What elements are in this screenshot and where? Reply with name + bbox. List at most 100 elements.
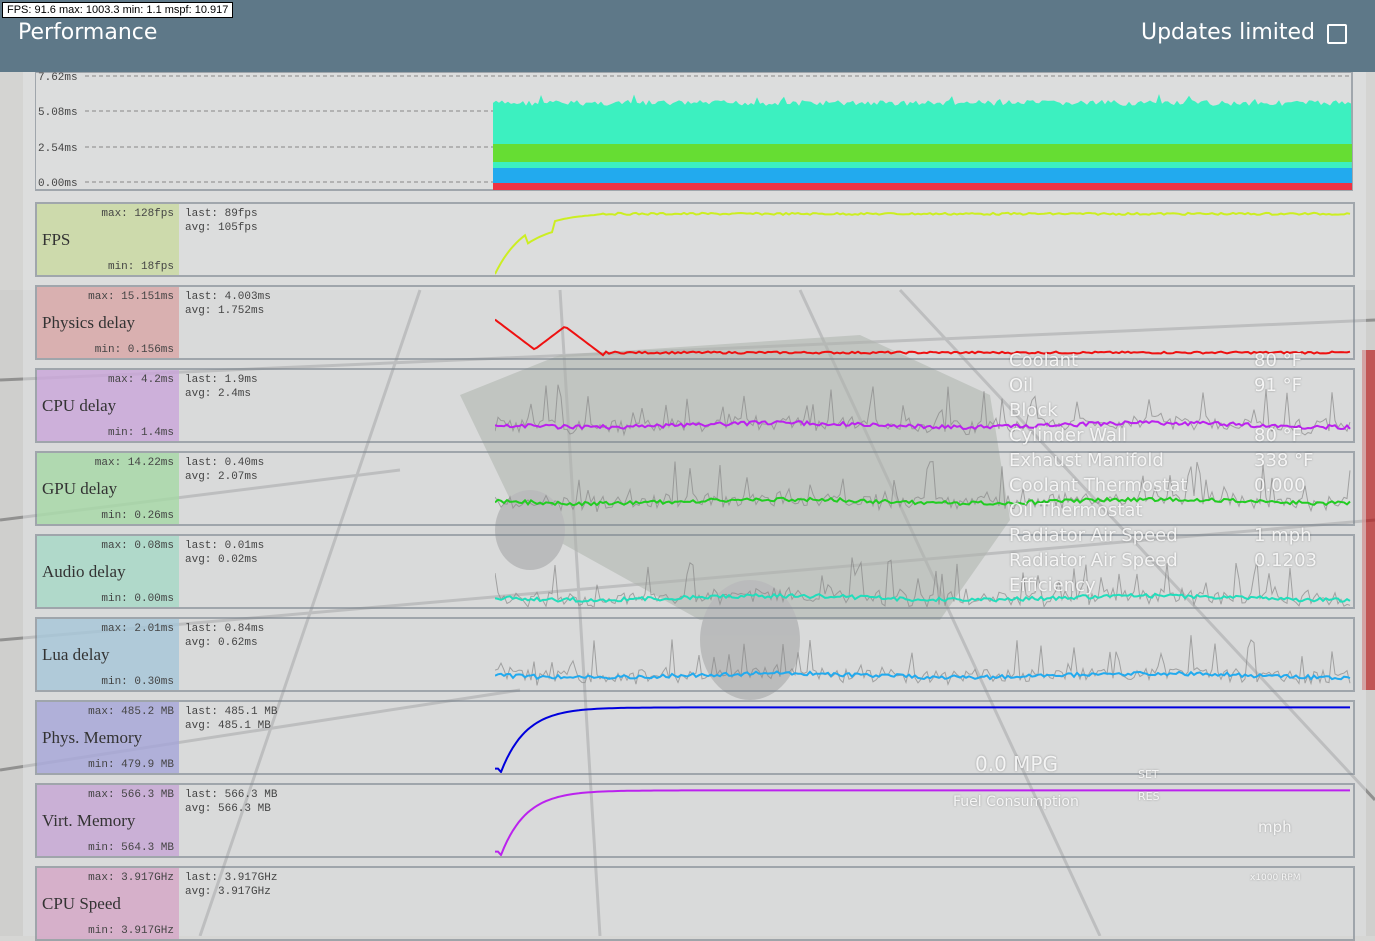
stat-panel: max: 128fps FPS min: 18fps last: 89fps avg: … bbox=[35, 202, 1355, 277]
stat-label: max: 15.151ms Physics delay min: 0.156ms bbox=[37, 287, 179, 358]
stat-last: last: 0.01ms bbox=[185, 540, 265, 552]
raw-trace bbox=[495, 706, 1350, 773]
raw-trace bbox=[495, 384, 1351, 437]
stat-name: CPU delay bbox=[42, 396, 117, 415]
updates-limited-checkbox[interactable] bbox=[1327, 24, 1347, 44]
stat-max: max: 4.2ms bbox=[107, 374, 174, 386]
stat-avg: avg: 0.62ms bbox=[185, 637, 258, 649]
smoothed-trace bbox=[495, 496, 1351, 507]
stat-avg: avg: 3.917GHz bbox=[185, 886, 271, 898]
frame-band bbox=[493, 183, 1352, 190]
tick-label: 2.54ms bbox=[38, 143, 78, 155]
stat-min: min: 564.3 MB bbox=[88, 842, 174, 854]
stat-min: min: 1.4ms bbox=[107, 427, 174, 439]
stat-avg: avg: 566.3 MB bbox=[185, 803, 271, 815]
stat-name: Phys. Memory bbox=[42, 728, 143, 747]
stat-last: last: 0.40ms bbox=[185, 457, 265, 469]
stat-avg: avg: 1.752ms bbox=[185, 305, 265, 317]
stat-label: max: 566.3 MB Virt. Memory min: 564.3 MB bbox=[37, 785, 179, 856]
stat-avg: avg: 2.4ms bbox=[185, 388, 252, 400]
stat-min: min: 18fps bbox=[107, 261, 174, 273]
stat-panel: max: 14.22ms GPU delay min: 0.26ms last: 0.… bbox=[35, 451, 1355, 526]
stat-min: min: 0.26ms bbox=[101, 510, 174, 522]
stat-avg: avg: 2.07ms bbox=[185, 471, 258, 483]
smoothed-trace bbox=[495, 789, 1350, 856]
stat-avg: avg: 0.02ms bbox=[185, 554, 258, 566]
stat-last: last: 0.84ms bbox=[185, 623, 265, 635]
performance-panel: 7.62ms 5.08ms 2.54ms 0.00ms max: 128fps FPS m… bbox=[23, 72, 1366, 941]
frame-time-chart: 7.62ms 5.08ms 2.54ms 0.00ms bbox=[35, 72, 1353, 191]
stat-graph bbox=[495, 706, 1350, 773]
stat-panel: max: 485.2 MB Phys. Memory min: 479.9 MB la… bbox=[35, 700, 1355, 775]
raw-trace bbox=[495, 789, 1350, 856]
smoothed-trace bbox=[495, 211, 1351, 275]
stat-label: max: 485.2 MB Phys. Memory min: 479.9 MB bbox=[37, 702, 179, 773]
stat-graph bbox=[495, 557, 1351, 607]
fps-counter: FPS: 91.6 max: 1003.3 min: 1.1 mspf: 10.… bbox=[2, 2, 234, 18]
stat-last: last: 3.917GHz bbox=[185, 872, 278, 884]
stat-graph bbox=[495, 384, 1351, 437]
smoothed-trace bbox=[495, 592, 1351, 603]
stat-graph bbox=[495, 211, 1351, 275]
stat-min: min: 0.156ms bbox=[94, 344, 174, 356]
stat-panel: max: 4.2ms CPU delay min: 1.4ms last: 1.9ms… bbox=[35, 368, 1355, 443]
raw-trace bbox=[495, 461, 1351, 513]
stat-max: max: 14.22ms bbox=[94, 457, 174, 469]
stat-max: max: 15.151ms bbox=[88, 291, 174, 303]
stat-max: max: 0.08ms bbox=[101, 540, 174, 552]
stat-max: max: 566.3 MB bbox=[88, 789, 174, 801]
title: Performance bbox=[18, 20, 158, 45]
stat-graph bbox=[495, 318, 1351, 357]
frame-band bbox=[493, 94, 1352, 190]
stat-max: max: 3.917GHz bbox=[88, 872, 174, 884]
raw-trace bbox=[495, 319, 1351, 356]
stat-min: min: 0.30ms bbox=[101, 676, 174, 688]
smoothed-trace bbox=[495, 706, 1350, 773]
stat-label: max: 2.01ms Lua delay min: 0.30ms bbox=[37, 619, 179, 690]
stat-min: min: 0.00ms bbox=[101, 593, 174, 605]
stat-label: max: 0.08ms Audio delay min: 0.00ms bbox=[37, 536, 179, 607]
stat-label: max: 14.22ms GPU delay min: 0.26ms bbox=[37, 453, 179, 524]
stat-last: last: 4.003ms bbox=[185, 291, 271, 303]
stat-last: last: 89fps bbox=[185, 208, 258, 220]
stat-name: FPS bbox=[42, 230, 71, 249]
stat-label: max: 3.917GHz CPU Speed min: 3.917GHz bbox=[37, 868, 179, 939]
smoothed-trace bbox=[495, 670, 1351, 681]
stat-graph bbox=[495, 789, 1350, 856]
tick-label: 7.62ms bbox=[38, 72, 78, 84]
stat-panel: max: 3.917GHz CPU Speed min: 3.917GHz last:… bbox=[35, 866, 1355, 941]
tick-label: 5.08ms bbox=[38, 107, 78, 119]
stat-avg: avg: 485.1 MB bbox=[185, 720, 271, 732]
stat-min: min: 3.917GHz bbox=[88, 925, 174, 937]
updates-limited-label[interactable]: Updates limited bbox=[1140, 20, 1315, 45]
stat-name: Lua delay bbox=[42, 645, 110, 664]
stat-max: max: 2.01ms bbox=[101, 623, 174, 635]
stat-panel: max: 566.3 MB Virt. Memory min: 564.3 MB la… bbox=[35, 783, 1355, 858]
stat-label: max: 128fps FPS min: 18fps bbox=[37, 204, 179, 275]
stat-max: max: 485.2 MB bbox=[88, 706, 174, 718]
stat-graph bbox=[495, 635, 1351, 686]
stat-panel: max: 0.08ms Audio delay min: 0.00ms last: 0… bbox=[35, 534, 1355, 609]
stat-label: max: 4.2ms CPU delay min: 1.4ms bbox=[37, 370, 179, 441]
smoothed-trace bbox=[495, 318, 1351, 357]
frame-band bbox=[493, 144, 1352, 162]
stat-last: last: 1.9ms bbox=[185, 374, 258, 386]
frame-band bbox=[493, 168, 1352, 183]
stat-max: max: 128fps bbox=[101, 208, 174, 220]
stat-name: Physics delay bbox=[42, 313, 136, 332]
stat-avg: avg: 105fps bbox=[185, 222, 258, 234]
stat-name: Virt. Memory bbox=[42, 811, 136, 830]
tick-label: 0.00ms bbox=[38, 178, 78, 190]
smoothed-trace bbox=[495, 419, 1351, 431]
stat-last: last: 485.1 MB bbox=[185, 706, 278, 718]
stat-name: CPU Speed bbox=[42, 894, 121, 913]
stat-min: min: 479.9 MB bbox=[88, 759, 174, 771]
stat-name: GPU delay bbox=[42, 479, 118, 498]
stat-panel: max: 15.151ms Physics delay min: 0.156ms la… bbox=[35, 285, 1355, 360]
stat-last: last: 566.3 MB bbox=[185, 789, 278, 801]
raw-trace bbox=[495, 212, 1351, 275]
stat-graph bbox=[495, 461, 1351, 513]
stat-name: Audio delay bbox=[42, 562, 126, 581]
stat-panel: max: 2.01ms Lua delay min: 0.30ms last: 0.8… bbox=[35, 617, 1355, 692]
